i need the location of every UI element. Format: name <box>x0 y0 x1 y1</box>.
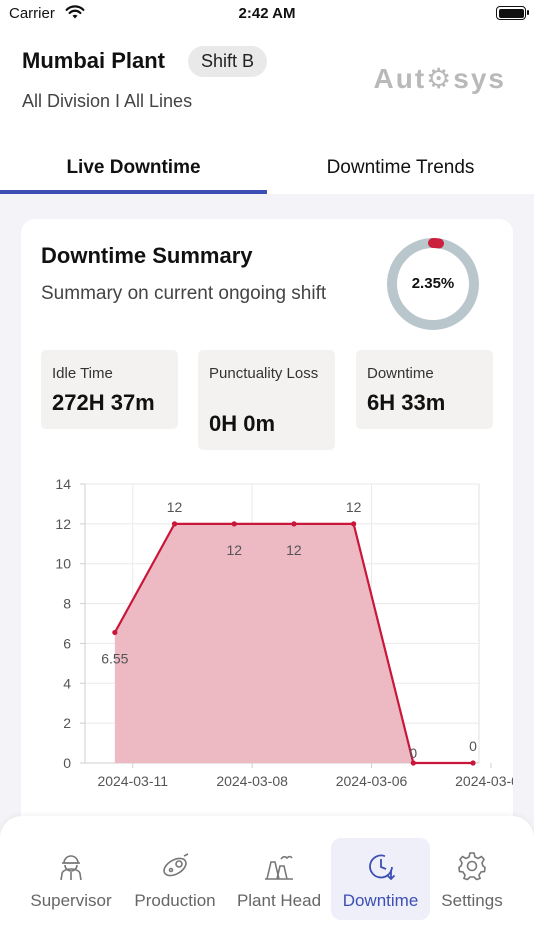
y-tick-label: 4 <box>63 675 71 691</box>
plant-head-icon <box>265 855 293 880</box>
data-label: 12 <box>346 499 362 515</box>
nav-label: Production <box>134 891 216 910</box>
downtime-donut <box>387 238 479 330</box>
y-tick-label: 14 <box>55 476 71 492</box>
data-point <box>112 629 118 636</box>
tab-downtime-trends[interactable]: Downtime Trends <box>326 157 475 178</box>
stat-label: Punctuality Loss <box>209 365 319 382</box>
carrier-label: Carrier <box>9 5 55 22</box>
nav-label: Downtime <box>342 891 419 910</box>
data-label: 12 <box>226 542 242 558</box>
y-tick-label: 12 <box>55 516 71 532</box>
settings-icon <box>458 852 486 881</box>
wifi-icon <box>65 5 85 25</box>
y-tick-label: 8 <box>63 596 71 612</box>
x-tick-label: 2024-03-11 <box>97 773 168 789</box>
stat-value: 0H 0m <box>209 411 276 436</box>
stat-value: 6H 33m <box>367 390 446 415</box>
battery-icon <box>496 6 529 20</box>
division-filter[interactable]: All Division I All Lines <box>22 91 193 111</box>
bottom-nav: Supervisor Production Plant Head Downtim… <box>0 816 534 950</box>
y-tick-label: 0 <box>63 755 71 771</box>
nav-plant-head[interactable]: Plant Head <box>228 838 330 920</box>
supervisor-icon <box>60 855 82 881</box>
shift-badge[interactable]: Shift B <box>188 46 268 77</box>
x-tick-label: 2024-03-04 <box>455 773 513 789</box>
stat-value: 272H 37m <box>52 390 155 415</box>
data-point <box>351 521 357 527</box>
nav-downtime[interactable]: Downtime <box>331 838 430 920</box>
tab-live-downtime[interactable]: Live Downtime <box>0 145 267 194</box>
data-label: 0 <box>469 738 477 754</box>
autosys-logo: Aut⚙sys <box>373 63 506 94</box>
header: Mumbai Plant Shift B All Division I All … <box>0 28 534 194</box>
plant-name[interactable]: Mumbai Plant <box>22 48 166 73</box>
area-fill <box>114 523 474 763</box>
data-point <box>291 521 297 527</box>
nav-label: Supervisor <box>30 891 112 910</box>
tab-bar: Live Downtime Downtime Trends <box>0 145 534 194</box>
data-label: 0 <box>409 745 417 761</box>
downtime-area-chart: 0 2 4 6 8 10 12 14 2024-03-11 2024-03-08 2024-03-0… <box>55 476 513 789</box>
donut-percent-label: 2.35% <box>411 275 455 292</box>
card-subtitle: Summary on current ongoing shift <box>41 283 327 304</box>
production-icon <box>163 853 189 877</box>
data-point <box>470 760 476 766</box>
nav-settings[interactable]: Settings <box>432 838 512 920</box>
x-tick-label: 2024-03-08 <box>216 773 288 789</box>
status-time: 2:42 AM <box>238 5 296 22</box>
status-bar: Carrier 2:42 AM <box>0 0 534 28</box>
card-title: Downtime Summary <box>41 243 253 268</box>
data-label: 6.55 <box>101 650 128 666</box>
donut-fill <box>387 238 479 330</box>
y-tick-label: 6 <box>63 635 71 651</box>
stat-downtime: Downtime 6H 33m <box>356 350 493 429</box>
data-label: 12 <box>167 499 183 515</box>
nav-production[interactable]: Production <box>124 838 226 920</box>
data-point <box>171 521 178 527</box>
nav-label: Settings <box>441 891 503 910</box>
nav-supervisor[interactable]: Supervisor <box>18 838 124 920</box>
stat-punctuality-loss: Punctuality Loss 0H 0m <box>198 350 335 450</box>
y-tick-label: 10 <box>55 556 71 572</box>
downtime-icon <box>368 854 395 881</box>
data-point <box>231 521 237 527</box>
stat-label: Idle Time <box>52 365 113 382</box>
nav-label: Plant Head <box>236 891 322 910</box>
stat-idle-time: Idle Time 272H 37m <box>41 350 178 429</box>
stat-label: Downtime <box>367 365 434 382</box>
data-point <box>410 760 416 766</box>
data-label: 12 <box>286 542 302 558</box>
x-tick-label: 2024-03-06 <box>336 773 408 789</box>
y-tick-label: 2 <box>63 715 71 731</box>
